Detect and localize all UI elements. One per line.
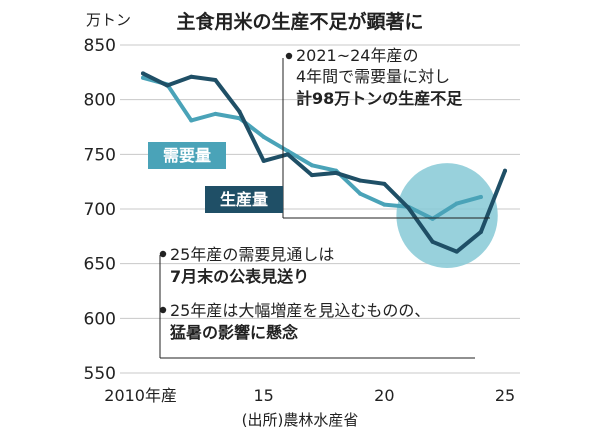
production-point <box>285 152 290 157</box>
y-tick-label: 850 <box>84 36 116 56</box>
demand-point <box>430 216 435 221</box>
production-point <box>503 168 507 173</box>
production-point <box>165 83 170 88</box>
y-unit-label: 万トン <box>86 11 131 29</box>
note1-bullet <box>159 250 167 258</box>
production-point <box>334 170 339 175</box>
x-axis-ticks: 2010年産 15 20 25 <box>104 386 515 405</box>
y-tick-label: 650 <box>84 255 116 275</box>
demand-point <box>261 134 266 139</box>
demand-point <box>382 202 387 207</box>
production-series-line <box>141 71 507 254</box>
shortfall-line1: 2021~24年産の <box>296 46 419 65</box>
x-tick-label: 2010年産 <box>104 386 177 405</box>
production-point <box>237 109 242 114</box>
note2-line2: 猛暑の影響に懸念 <box>169 323 299 342</box>
shortfall-line2: 4年間で需要量に対し <box>296 67 450 86</box>
production-series-label: 生産量 <box>220 190 268 209</box>
production-point <box>141 71 145 76</box>
production-point <box>213 77 218 82</box>
y-tick-label: 600 <box>84 309 116 329</box>
note2-line1: 25年産は大幅増産を見込むものの、 <box>170 301 430 320</box>
x-tick-label: 15 <box>253 386 273 405</box>
demand-point <box>454 201 459 206</box>
note2-bullet <box>159 306 167 314</box>
demand-point <box>213 111 218 116</box>
production-point <box>309 173 314 178</box>
production-point <box>358 178 363 183</box>
production-point <box>406 205 411 210</box>
shortfall-bullet <box>285 52 293 60</box>
demand-point <box>358 191 363 196</box>
y-tick-label: 800 <box>84 91 116 111</box>
demand-series-label: 需要量 <box>163 146 211 165</box>
demand-point <box>478 194 483 199</box>
demand-point <box>141 75 145 80</box>
note1-line1: 25年産の需要見通しは <box>170 245 334 264</box>
y-tick-label: 700 <box>84 200 116 220</box>
production-point <box>382 181 387 186</box>
demand-point <box>189 118 194 123</box>
x-tick-label: 20 <box>374 386 394 405</box>
production-point <box>189 74 194 79</box>
x-tick-label: 25 <box>495 386 515 405</box>
production-point <box>261 158 266 163</box>
production-point <box>478 229 483 234</box>
shortfall-line3: 計98万トンの生産不足 <box>296 89 463 108</box>
demand-point <box>309 163 314 168</box>
demand-series-label-box <box>148 142 226 169</box>
shortfall-highlight <box>396 163 498 269</box>
y-tick-label: 750 <box>84 145 116 165</box>
note1-line2: 7月末の公表見送り <box>170 267 309 286</box>
chart-title: 主食用米の生産不足が顕著に <box>176 10 423 33</box>
demand-point <box>285 149 290 154</box>
y-tick-label: 550 <box>84 364 116 384</box>
source-note: (出所)農林水産省 <box>242 411 359 429</box>
production-series-label-box <box>205 186 283 213</box>
production-point <box>454 249 459 254</box>
y-axis-ticks: 550 600 650 700 750 800 850 <box>84 36 116 384</box>
production-point <box>430 239 435 244</box>
series-lines <box>141 71 507 254</box>
